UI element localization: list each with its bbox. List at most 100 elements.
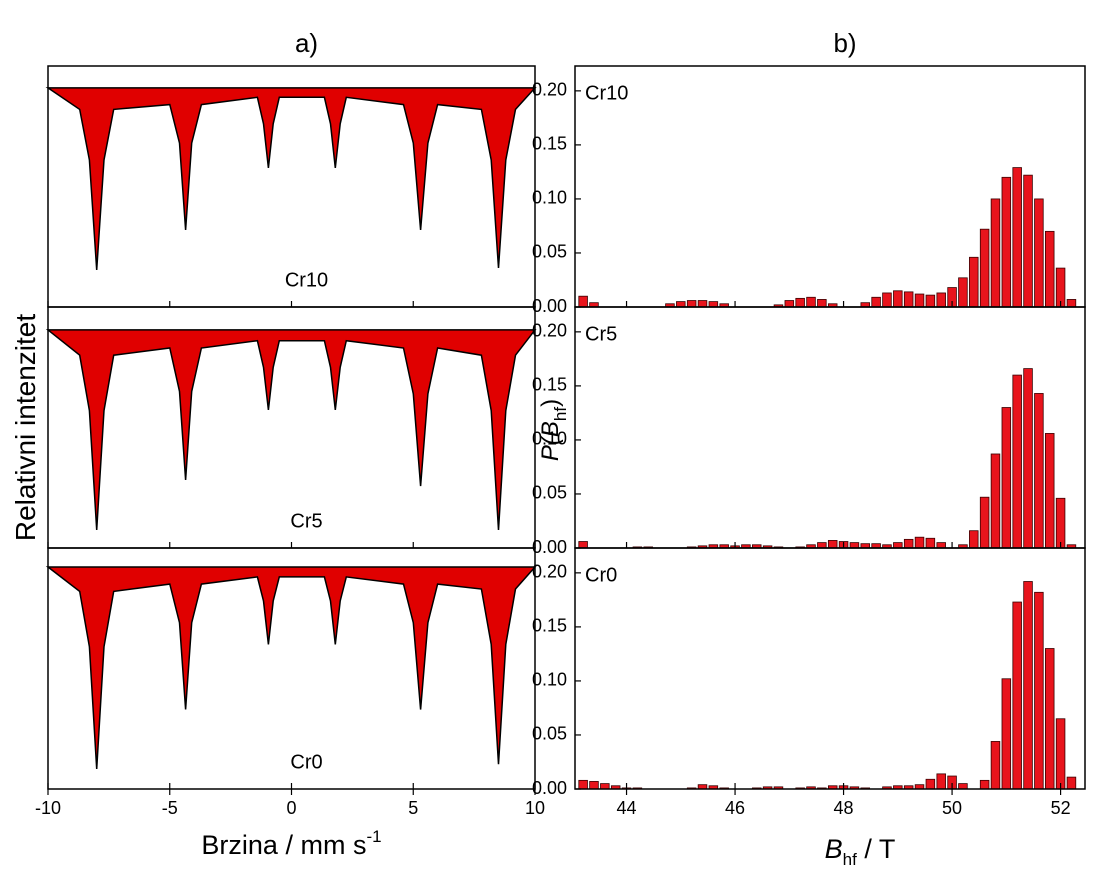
bar [1044,433,1055,549]
bar [871,296,881,308]
y-tick-label: 0.15 [532,616,567,636]
x-tick-label: 10 [525,798,545,818]
bar [708,301,719,308]
bar [1001,407,1012,549]
label-part: Brzina / mm s [201,830,366,860]
bar [925,537,936,549]
panel-frame [574,547,1086,790]
bar [936,542,946,549]
y-tick-label: 0.20 [532,562,567,582]
label-part: hf [551,407,570,421]
bar [578,295,588,308]
y-tick-label: 0.00 [532,296,567,316]
axis-label: Bhf / T [825,834,896,869]
bar [914,293,925,308]
bar [1066,776,1077,790]
label-part: -1 [366,827,381,846]
y-tick-label: 0.20 [532,80,567,100]
axis-label: Relativni intenzitet [10,314,41,541]
bar [1001,176,1012,308]
bar [914,536,925,549]
bar [903,538,914,549]
bar [958,277,968,308]
bar [1012,167,1022,308]
y-tick-label: 0.05 [532,724,567,744]
bar [1034,198,1044,308]
y-tick-label: 0.00 [532,778,567,798]
bar [795,297,805,308]
bar [958,783,968,790]
bar [1012,374,1022,549]
bar [990,453,1001,549]
bar [903,291,914,308]
bar [979,228,990,308]
y-tick-label: 0.20 [532,321,567,341]
bar [817,542,827,549]
y-tick-label: 0.10 [532,188,567,208]
label-part: ) [537,399,564,407]
x-tick-label: -5 [162,798,178,818]
bar [806,296,816,308]
bar [600,783,610,790]
bar [969,530,979,549]
bar [1034,393,1044,549]
bar [578,779,588,790]
bar [1023,581,1033,790]
axis-label: P(Bhf) [537,399,570,461]
bar [990,741,1001,790]
bar [925,778,936,790]
bar [979,496,990,549]
bar [1023,368,1033,549]
y-tick-label: 0.05 [532,483,567,503]
panel-label: Cr0 [290,751,322,773]
bar [979,779,990,790]
bar [882,292,892,308]
panel-label: Cr10 [285,269,328,291]
x-tick-label: 52 [1051,798,1071,818]
x-tick-label: -10 [35,798,61,818]
bar [686,300,697,308]
bar [936,773,946,790]
bar [990,198,1001,308]
bar [1055,497,1066,549]
bar [969,256,979,308]
bar [893,542,903,549]
bar [676,301,686,308]
x-tick-label: 0 [286,798,296,818]
label-part: / T [857,834,896,864]
bar [1001,678,1012,790]
bar [849,542,860,549]
panel-label: Cr5 [585,323,617,345]
x-tick-label: 44 [617,798,637,818]
y-tick-label: 0.05 [532,242,567,262]
panel-label: Cr0 [585,564,617,586]
x-tick-label: 50 [942,798,962,818]
bar [817,299,827,308]
bar [589,781,599,790]
label-part: hf [843,850,857,869]
bar [1034,591,1044,790]
bar [827,540,838,549]
x-tick-label: 48 [834,798,854,818]
y-tick-label: 0.00 [532,537,567,557]
bar [936,292,946,308]
bar [1023,174,1033,308]
chart-title: a) [295,28,318,58]
y-tick-label: 0.15 [532,134,567,154]
bar [578,541,588,549]
label-part: P(B [537,421,564,461]
y-tick-label: 0.15 [532,375,567,395]
bar [697,300,708,308]
spectrum-fit [45,87,537,270]
y-tick-label: 0.10 [532,429,567,449]
bar [893,290,903,308]
bar [784,300,795,308]
bar [1055,718,1066,790]
spectrum-fit [45,329,537,530]
x-tick-label: 46 [725,798,745,818]
panel-label: Cr5 [290,510,322,532]
y-tick-label: 0.10 [532,670,567,690]
label-part: Relativni intenzitet [10,314,41,541]
chart-title: b) [833,28,856,58]
